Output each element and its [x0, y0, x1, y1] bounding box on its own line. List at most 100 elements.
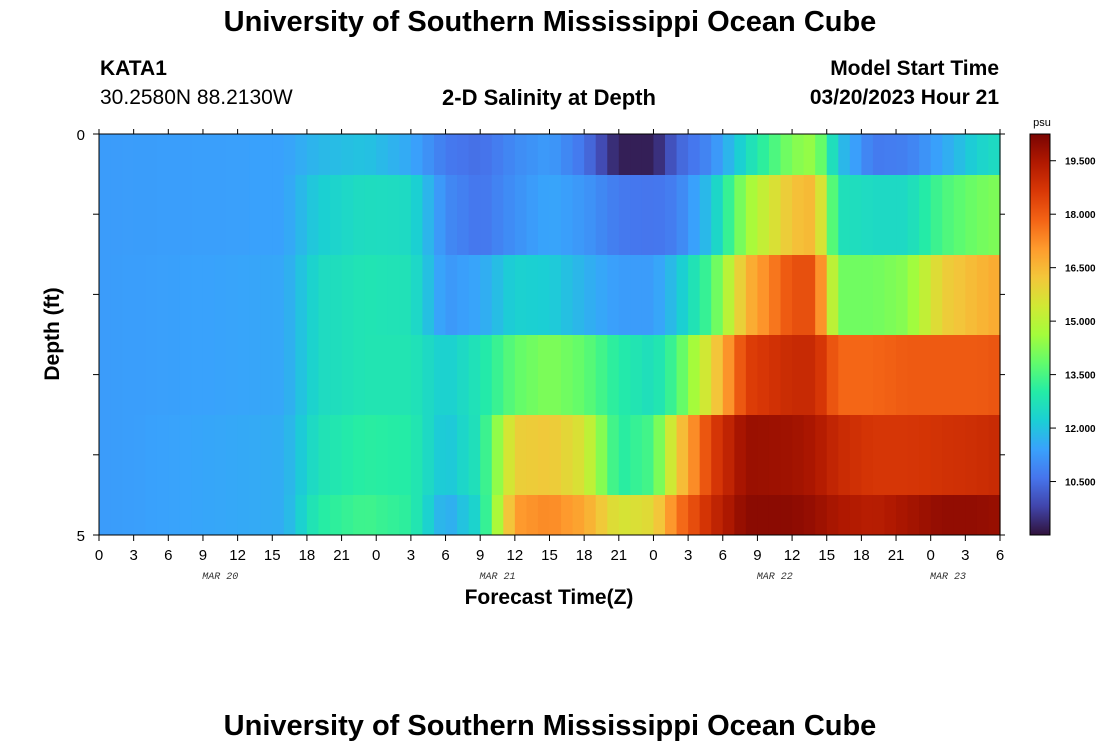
heatmap-cell — [387, 255, 400, 335]
heatmap-cell — [272, 134, 285, 175]
heatmap-cell — [491, 415, 504, 495]
heatmap-cell — [896, 495, 909, 535]
heatmap-cell — [399, 255, 412, 335]
heatmap-cell — [249, 175, 262, 255]
x-tick-label: 18 — [853, 547, 870, 564]
heatmap-cell — [676, 335, 689, 415]
heatmap-cell — [468, 335, 481, 415]
heatmap-cell — [976, 415, 990, 495]
heatmap-cell — [561, 415, 574, 495]
heatmap-cell — [688, 335, 701, 415]
heatmap-cell — [99, 175, 112, 255]
heatmap-cell — [491, 335, 504, 415]
heatmap-cell — [988, 335, 1001, 415]
heatmap-cell — [584, 175, 597, 255]
heatmap-cell — [607, 335, 620, 415]
heatmap-cell — [734, 335, 747, 415]
colorbar-tick-label: 10.500 — [1065, 478, 1096, 489]
heatmap-cell — [676, 415, 689, 495]
heatmap-cell — [457, 134, 470, 175]
heatmap-cell — [722, 335, 735, 415]
heatmap-cell — [468, 495, 481, 535]
heatmap-cell — [376, 134, 389, 175]
heatmap-cell — [618, 495, 631, 535]
heatmap-cell — [99, 255, 112, 335]
heatmap-cell — [156, 175, 169, 255]
heatmap-cell — [595, 335, 608, 415]
heatmap-cell — [976, 495, 990, 535]
heatmap-cell — [387, 415, 400, 495]
heatmap-cell — [295, 255, 308, 335]
heatmap-cell — [457, 495, 470, 535]
heatmap-cell — [561, 495, 574, 535]
heatmap-cell — [896, 255, 909, 335]
heatmap-cell — [133, 175, 146, 255]
heatmap-cell — [214, 415, 227, 495]
heatmap-cell — [179, 415, 193, 495]
heatmap-cell — [815, 335, 828, 415]
heatmap-cell — [884, 415, 897, 495]
heatmap-cell — [122, 134, 135, 175]
heatmap-cell — [745, 134, 759, 175]
heatmap-cell — [838, 134, 851, 175]
heatmap-cell — [122, 335, 135, 415]
heatmap-cell — [526, 495, 539, 535]
heatmap-cell — [214, 495, 227, 535]
heatmap-cell — [353, 335, 366, 415]
heatmap-cell — [953, 415, 966, 495]
heatmap-cell — [491, 495, 504, 535]
heatmap-cell — [711, 134, 724, 175]
heatmap-cell — [283, 175, 296, 255]
heatmap-cell — [561, 335, 574, 415]
heatmap-cell — [202, 335, 216, 415]
heatmap-cell — [214, 255, 227, 335]
heatmap-cell — [260, 415, 273, 495]
heatmap-cell — [757, 415, 770, 495]
station-id: KATA1 — [100, 57, 167, 80]
heatmap-cell — [526, 415, 539, 495]
heatmap-cell — [607, 415, 620, 495]
heatmap-cell — [722, 134, 735, 175]
heatmap-cell — [433, 495, 447, 535]
heatmap-cell — [145, 175, 158, 255]
footer-title: University of Southern Mississippi Ocean… — [223, 710, 877, 742]
heatmap-cell — [272, 495, 285, 535]
heatmap-cell — [699, 134, 712, 175]
heatmap-cell — [815, 255, 828, 335]
heatmap-cell — [168, 175, 181, 255]
heatmap-cell — [699, 175, 712, 255]
heatmap-cell — [514, 255, 527, 335]
heatmap-cell — [364, 335, 377, 415]
heatmap-cell — [445, 495, 458, 535]
x-tick-label: 3 — [407, 547, 415, 564]
heatmap-cell — [803, 175, 816, 255]
heatmap-cell — [202, 495, 216, 535]
heatmap-cell — [202, 415, 216, 495]
heatmap-cell — [353, 255, 366, 335]
x-tick-label: 0 — [95, 547, 103, 564]
heatmap-cell — [133, 255, 146, 335]
heatmap-cell — [930, 335, 943, 415]
heatmap-cell — [410, 495, 424, 535]
heatmap-cell — [988, 175, 1001, 255]
heatmap-cell — [653, 175, 666, 255]
heatmap-cell — [226, 175, 239, 255]
heatmap-cell — [884, 495, 897, 535]
heatmap-cell — [734, 175, 747, 255]
heatmap-cell — [734, 134, 747, 175]
heatmap-cell — [641, 335, 655, 415]
heatmap-cell — [318, 134, 331, 175]
heatmap-cell — [826, 255, 839, 335]
heatmap-cell — [722, 255, 735, 335]
heatmap-cell — [445, 255, 458, 335]
heatmap-cell — [399, 134, 412, 175]
heatmap-cell — [457, 335, 470, 415]
heatmap-cell — [861, 134, 874, 175]
heatmap-cell — [572, 175, 585, 255]
heatmap-cell — [480, 134, 493, 175]
heatmap-cell — [260, 255, 273, 335]
heatmap-cell — [364, 495, 377, 535]
heatmap-cell — [757, 495, 770, 535]
x-tick-label: 12 — [784, 547, 801, 564]
heatmap-cell — [202, 175, 216, 255]
